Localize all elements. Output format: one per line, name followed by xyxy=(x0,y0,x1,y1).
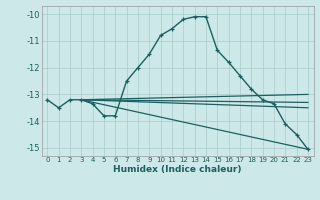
X-axis label: Humidex (Indice chaleur): Humidex (Indice chaleur) xyxy=(113,165,242,174)
